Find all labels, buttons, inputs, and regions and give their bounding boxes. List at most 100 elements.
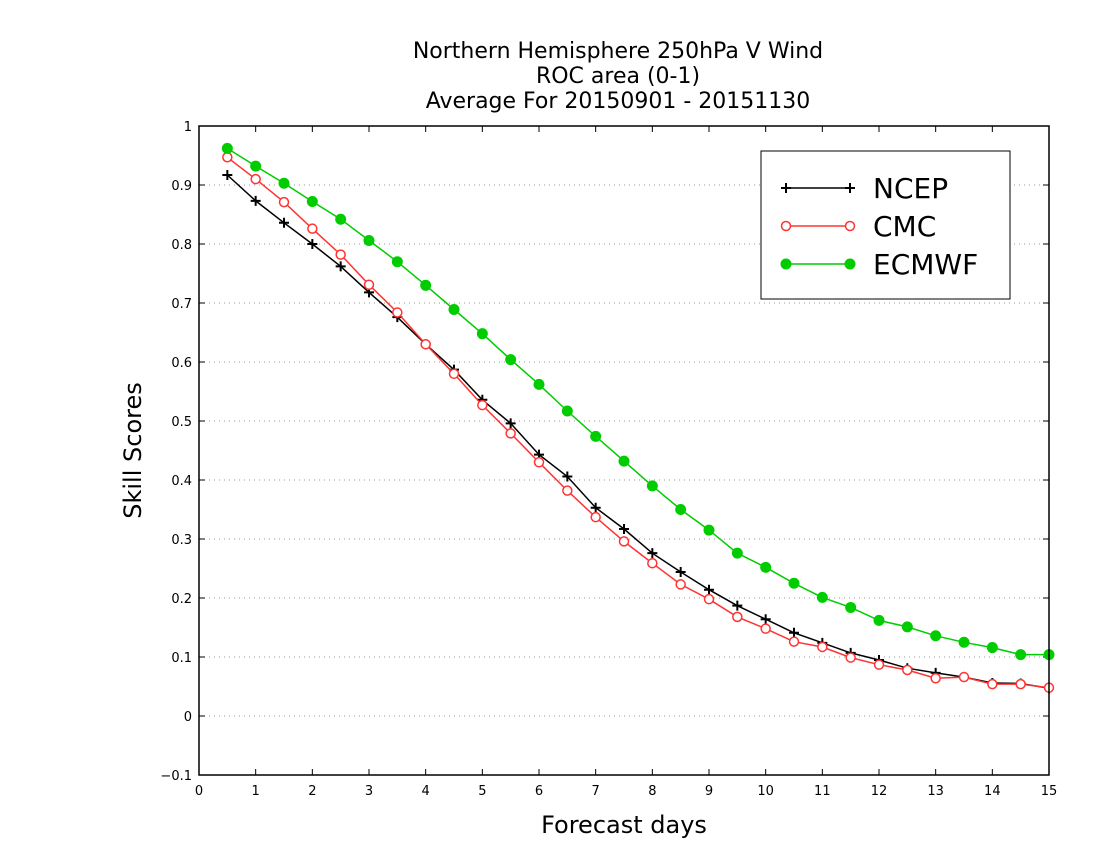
- data-point-ecmwf: [1015, 649, 1027, 661]
- data-point-ncep: [250, 195, 261, 206]
- data-point-ncep: [675, 567, 686, 578]
- data-point-cmc: [845, 652, 856, 663]
- data-point-ncep: [789, 627, 799, 638]
- data-point-cmc: [902, 664, 913, 676]
- data-point-cmc: [647, 557, 658, 569]
- x-tick-label: 4: [422, 784, 430, 799]
- data-point-ncep: [505, 418, 516, 429]
- data-point-ecmwf: [533, 378, 545, 390]
- data-point-ecmwf: [448, 303, 460, 315]
- legend-box: [760, 150, 1011, 300]
- data-point-ecmwf: [391, 256, 403, 268]
- y-tick-label: 0.9: [171, 179, 192, 194]
- data-point-cmc: [448, 368, 460, 380]
- plot-frame: [198, 125, 1050, 776]
- data-point-cmc: [420, 339, 431, 350]
- legend-marker-ncep: [845, 183, 855, 193]
- data-point-ecmwf: [335, 213, 347, 225]
- data-point-ncep: [704, 584, 714, 595]
- data-point-ecmwf: [901, 621, 913, 633]
- series-layer: [221, 142, 1055, 694]
- data-point-cmc: [307, 223, 318, 234]
- legend-label-ecmwf: ECMWF: [873, 248, 978, 281]
- series-cmc: [222, 152, 1055, 693]
- legend-marker-cmc: [844, 220, 856, 232]
- y-axis-title: Skill Scores: [119, 382, 147, 519]
- data-point-ecmwf: [873, 614, 885, 626]
- data-point-cmc: [930, 672, 941, 684]
- x-axis-title: Forecast days: [541, 811, 707, 839]
- x-tick-label: 0: [195, 784, 203, 799]
- chart-title-line-3: Average For 20150901 - 20151130: [426, 89, 811, 114]
- data-point-ncep: [590, 502, 601, 513]
- y-tick-label: 0.6: [171, 356, 192, 371]
- data-point-ecmwf: [646, 480, 658, 492]
- x-tick-label: 11: [814, 784, 831, 799]
- data-point-ncep: [760, 614, 771, 625]
- legend-marker-ncep: [781, 183, 791, 193]
- legend-label-ncep: NCEP: [873, 172, 948, 205]
- x-tick-label: 2: [308, 784, 316, 799]
- data-point-ecmwf: [505, 354, 517, 366]
- series-ecmwf: [221, 142, 1055, 661]
- data-point-ecmwf: [476, 328, 488, 340]
- data-point-ncep: [307, 239, 318, 249]
- legend-label-cmc: CMC: [873, 210, 936, 243]
- x-tick-label: 7: [592, 784, 600, 799]
- data-point-ecmwf: [618, 455, 630, 467]
- legend-marker-cmc: [780, 220, 792, 232]
- data-point-ecmwf: [986, 642, 998, 654]
- chart-title: Northern Hemisphere 250hPa V Wind ROC ar…: [413, 39, 823, 114]
- data-point-ecmwf: [930, 630, 942, 642]
- data-point-cmc: [250, 173, 261, 185]
- data-point-cmc: [477, 399, 488, 411]
- y-tick-label: −0.1: [160, 769, 192, 784]
- data-point-cmc: [278, 196, 290, 208]
- data-point-ecmwf: [958, 636, 970, 648]
- x-tick-label: 5: [478, 784, 486, 799]
- data-point-cmc: [505, 428, 516, 439]
- y-tick-label: 0.5: [171, 415, 192, 430]
- data-point-ncep: [222, 169, 233, 180]
- data-point-cmc: [392, 307, 403, 318]
- data-point-ecmwf: [363, 234, 375, 246]
- x-tick-label: 12: [871, 784, 888, 799]
- data-point-cmc: [987, 678, 998, 690]
- y-tick-label: 0.8: [171, 238, 192, 253]
- data-point-ncep: [619, 523, 629, 534]
- data-point-cmc: [788, 636, 800, 647]
- legend: NCEP CMC ECMWF: [760, 150, 1011, 300]
- data-point-ecmwf: [845, 601, 857, 613]
- data-point-ecmwf: [788, 577, 800, 589]
- x-tick-label: 3: [365, 784, 373, 799]
- data-point-ecmwf: [221, 142, 233, 154]
- tick-labels: −0.100.10.20.30.40.50.60.70.80.910 1 2 3 4 5 6…: [160, 120, 1057, 799]
- x-tick-label: 8: [648, 784, 656, 799]
- data-point-cmc: [590, 511, 601, 523]
- data-point-ecmwf: [731, 547, 743, 559]
- data-point-cmc: [760, 623, 771, 634]
- y-tick-label: 0.2: [171, 592, 192, 607]
- legend-entry-ncep: NCEP: [781, 172, 948, 205]
- x-tick-label: 1: [252, 784, 260, 799]
- data-point-ecmwf: [703, 524, 715, 536]
- legend-entry-cmc: CMC: [780, 210, 936, 243]
- y-tick-label: 0: [184, 710, 192, 725]
- data-point-cmc: [675, 579, 686, 590]
- data-point-ncep: [562, 471, 573, 482]
- x-tick-label: 14: [984, 784, 1001, 799]
- legend-entry-ecmwf: ECMWF: [780, 248, 978, 281]
- x-tick-label: 9: [705, 784, 713, 799]
- y-tick-label: 0.7: [171, 297, 192, 312]
- data-point-ncep: [335, 261, 346, 272]
- data-point-cmc: [533, 457, 545, 468]
- data-point-ecmwf: [561, 405, 573, 417]
- y-tick-label: 0.4: [171, 474, 192, 489]
- data-point-cmc: [732, 611, 743, 623]
- data-point-ncep: [732, 600, 743, 611]
- data-point-cmc: [817, 641, 828, 653]
- data-point-ecmwf: [250, 160, 262, 172]
- y-tick-label: 1: [184, 120, 192, 135]
- data-point-cmc: [335, 249, 346, 260]
- data-point-cmc: [1015, 678, 1026, 690]
